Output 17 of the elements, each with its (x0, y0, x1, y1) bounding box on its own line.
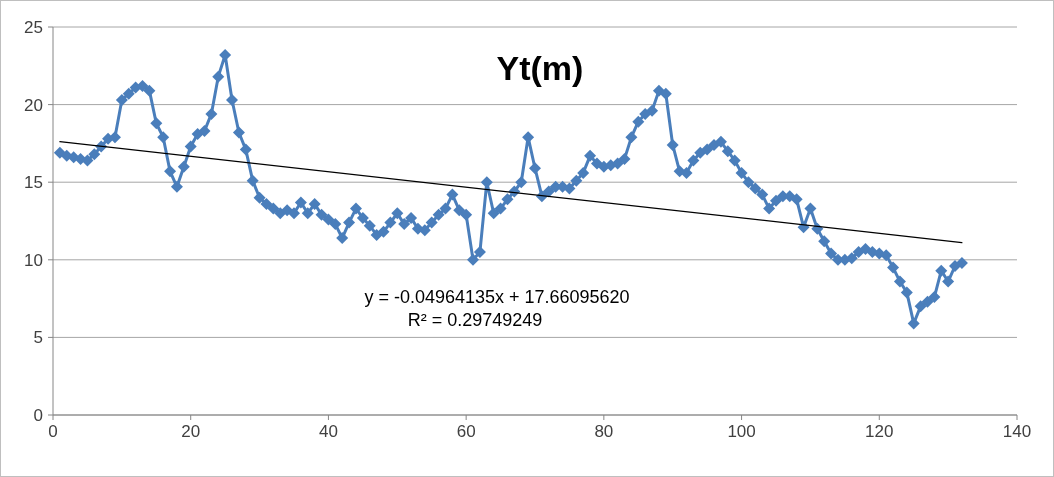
y-tick-label: 20 (24, 95, 43, 115)
x-tick-label: 60 (456, 422, 476, 441)
y-tick-label: 0 (33, 406, 43, 425)
y-tick-label: 25 (24, 18, 43, 37)
x-tick-label: 40 (318, 422, 338, 441)
y-tick-label: 5 (33, 328, 43, 348)
annotation: R² = 0.29749249 (407, 310, 543, 330)
x-tick-label: 140 (1002, 422, 1032, 441)
y-tick-label: 15 (24, 173, 43, 193)
y-tick-label: 10 (24, 250, 43, 270)
text: Yt(m) (496, 49, 584, 87)
x-tick-label: 20 (181, 422, 201, 441)
x-tick-label: 0 (48, 422, 58, 441)
x-tick-label: 120 (865, 422, 894, 441)
x-tick-label: 100 (727, 422, 756, 441)
x-tick-label: 80 (594, 422, 614, 441)
annotation: y = -0.04964135x + 17.66095620 (364, 287, 630, 307)
